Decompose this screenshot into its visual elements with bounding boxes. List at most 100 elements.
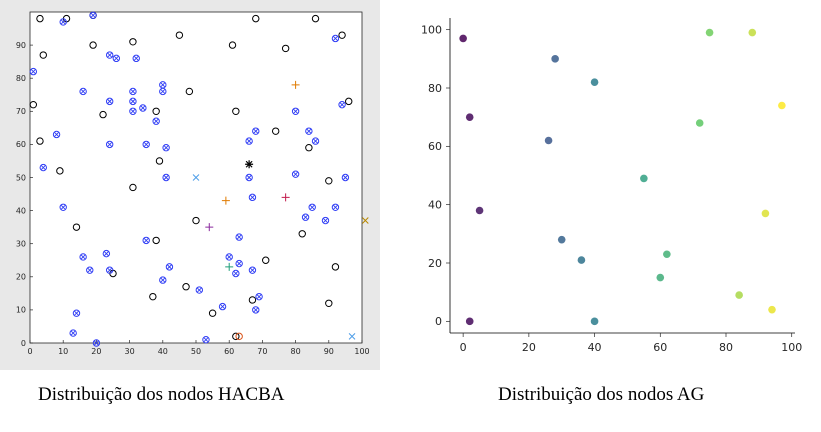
data-point — [39, 51, 47, 59]
x-tick-label: 60 — [653, 341, 667, 354]
point-ring — [129, 107, 137, 116]
point-cross — [233, 271, 239, 276]
data-point — [338, 31, 346, 39]
data-point — [232, 269, 240, 278]
data-point — [182, 283, 190, 291]
data-point — [225, 253, 233, 261]
point-ring — [159, 276, 167, 284]
point-cross — [104, 251, 109, 256]
data-point — [29, 67, 38, 76]
point-cross — [163, 175, 169, 180]
data-point — [291, 107, 300, 116]
point-cross — [40, 165, 46, 170]
data-point — [281, 44, 290, 53]
data-point — [311, 14, 320, 23]
point-ring — [341, 173, 350, 182]
data-point — [705, 28, 714, 37]
ag-panel: 0 20 40 60 80 100 0 20 40 60 80 100 — [400, 0, 820, 370]
point-cross — [80, 254, 86, 260]
data-point — [331, 34, 340, 43]
point-cross — [303, 214, 308, 220]
series — [281, 193, 290, 202]
data-point — [465, 113, 474, 121]
hacba-panel: 0 10 20 30 40 50 60 70 80 90 100 0 10 20 30 40 50 60 70 80 9… — [0, 0, 380, 370]
data-point — [69, 329, 77, 337]
y-tick-label: 60 — [428, 140, 442, 153]
data-point — [331, 263, 340, 271]
series — [235, 332, 243, 341]
x-tick-label: 40 — [158, 347, 168, 356]
point-cross — [143, 142, 149, 147]
point-cross — [246, 138, 252, 144]
point-cross — [130, 89, 136, 94]
y-tick-label: 0 — [435, 315, 442, 328]
point-ring — [232, 269, 240, 278]
point-ring — [129, 97, 137, 106]
x-tick-label: 20 — [522, 341, 536, 354]
data-point — [102, 249, 111, 258]
x-tick-label: 70 — [257, 347, 267, 356]
data-point — [165, 263, 174, 271]
data-point — [89, 11, 97, 20]
point-ring — [105, 97, 114, 106]
point-ring — [105, 140, 114, 149]
point-ring — [252, 306, 260, 314]
data-point — [695, 119, 704, 127]
data-point — [232, 332, 240, 341]
x-tick-label: 60 — [224, 347, 234, 356]
point-ring — [255, 292, 263, 301]
data-point — [281, 193, 290, 202]
x-tick-label: 20 — [91, 347, 101, 356]
series — [29, 11, 350, 347]
series — [192, 174, 356, 340]
point-ring — [248, 266, 257, 274]
y-tick-label: 100 — [421, 24, 442, 37]
point-ring — [308, 203, 316, 211]
point-cross — [236, 261, 242, 266]
point-ring — [29, 67, 38, 76]
point-cross — [70, 330, 76, 336]
point-ring — [218, 302, 227, 311]
data-point — [271, 127, 280, 135]
series — [205, 223, 214, 232]
series — [225, 262, 234, 271]
data-point — [291, 170, 300, 178]
y-tick-label: 80 — [428, 82, 442, 95]
data-point — [112, 54, 121, 63]
data-point — [590, 317, 599, 326]
point-cross — [94, 340, 99, 346]
data-point — [298, 230, 306, 238]
point-ring — [152, 117, 160, 125]
data-point — [305, 144, 313, 152]
data-point — [192, 174, 200, 181]
data-point — [331, 203, 340, 211]
data-point — [590, 78, 599, 86]
data-point — [159, 276, 167, 284]
data-point — [557, 235, 566, 244]
plot-area — [450, 18, 795, 333]
point-ring — [162, 144, 170, 152]
data-point — [162, 173, 170, 182]
point-cross — [256, 294, 262, 299]
point-cross — [153, 118, 159, 124]
y-tick-label: 70 — [16, 107, 26, 116]
data-point — [305, 127, 313, 135]
y-tick-label: 90 — [16, 41, 26, 50]
point-cross — [250, 195, 255, 200]
data-point — [132, 54, 140, 63]
point-cross — [163, 145, 169, 151]
data-point — [341, 173, 350, 182]
x-tick-label: 10 — [58, 347, 68, 356]
data-point — [465, 317, 474, 326]
data-point — [252, 127, 260, 135]
series — [221, 80, 300, 205]
data-point — [195, 286, 204, 294]
data-point — [202, 335, 210, 344]
y-tick-label: 30 — [16, 240, 26, 249]
point-cross — [74, 310, 79, 316]
data-point — [79, 87, 87, 96]
point-ring — [301, 213, 310, 221]
data-point — [308, 203, 316, 211]
x-tick-label: 50 — [191, 347, 201, 356]
data-point — [129, 107, 137, 116]
